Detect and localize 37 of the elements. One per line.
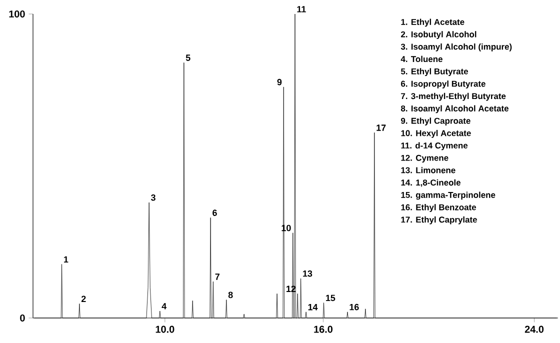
annotation: 3. Isoamyl Alcohol (impure) [400, 43, 512, 52]
annotation: 14. 1,8-Cineole [401, 179, 461, 187]
annotation: 15. gamma-Terpinolene [401, 192, 496, 200]
annotation: 3 [150, 194, 156, 201]
annotation: 1. Ethyl Acetate [401, 18, 464, 27]
annotation: 7. 3-methyl-Ethyl Butyrate [401, 92, 506, 101]
annotation: 16. Ethyl Benzoate [401, 204, 476, 212]
annotation: 4 [162, 303, 167, 310]
annotation: 10. Hexyl Acetate [401, 130, 471, 138]
annotation: 6 [212, 210, 217, 216]
annotation: 13 [303, 270, 312, 277]
annotation: 14 [308, 304, 318, 310]
annotation: 6. Isopropyl Butyrate [401, 80, 486, 88]
annotation: 4. Toluene [400, 56, 442, 62]
annotation: 7 [215, 274, 220, 280]
annotation: 5. Ethyl Butyrate [400, 68, 468, 76]
annotation: 5 [186, 54, 190, 61]
annotation: 17. Ethyl Caprylate [401, 216, 477, 224]
annotation: 13. Limonene [401, 167, 456, 174]
y-tick-label: 0 [20, 314, 25, 322]
annotation: 15 [326, 294, 336, 302]
annotation: 11. d-14 Cymene [401, 142, 468, 150]
annotation: 9. Ethyl Caproate [401, 118, 470, 126]
y-tick-label: 100 [9, 10, 25, 18]
annotation: 16 [350, 304, 359, 310]
annotation: 12. Cymene [401, 154, 448, 163]
annotation: 2 [81, 296, 86, 302]
x-tick-label: 24.0 [524, 326, 544, 333]
annotation: 11 [297, 6, 306, 12]
annotation: 8 [228, 292, 233, 298]
x-tick-label: 10.0 [156, 326, 174, 333]
annotation: 8. Isoamyl Alcohol Acetate [400, 105, 508, 114]
x-tick-label: 16.0 [314, 326, 333, 333]
annotation: 2. Isobutyl Alcohol [401, 31, 476, 39]
annotation: 17 [376, 124, 386, 131]
annotation: 9 [277, 78, 282, 86]
annotation: 1 [64, 256, 68, 262]
